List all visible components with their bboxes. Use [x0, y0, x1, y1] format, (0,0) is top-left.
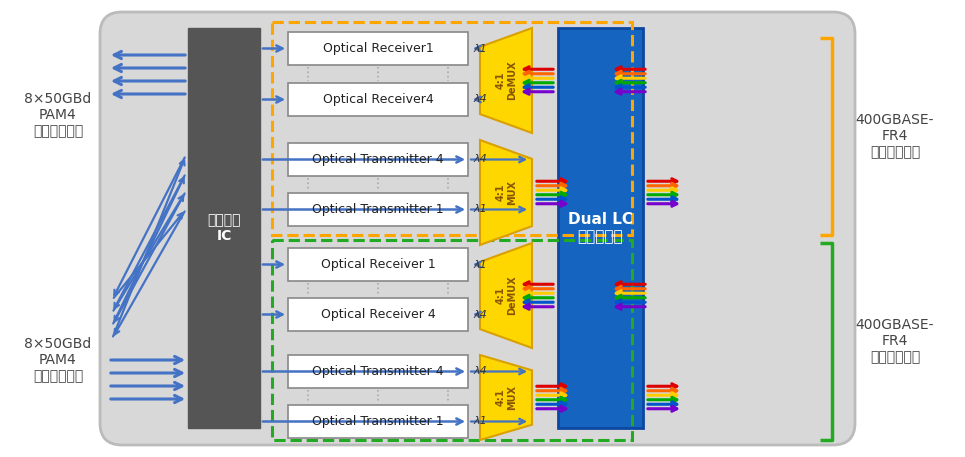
Text: Optical Receiver4: Optical Receiver4 [322, 93, 433, 106]
Bar [272, 22, 632, 235]
Text: 400GBASE-
FR4
光信号入出力: 400GBASE- FR4 光信号入出力 [856, 113, 934, 159]
Text: Optical Transmitter 4: Optical Transmitter 4 [313, 365, 444, 378]
Bar [188, 28, 260, 428]
Text: Optical Receiver 1: Optical Receiver 1 [320, 258, 435, 271]
Bar [288, 83, 468, 116]
Bar [288, 193, 468, 226]
Text: 4:1
DeMUX: 4:1 DeMUX [495, 61, 517, 101]
Text: λ4: λ4 [473, 154, 486, 165]
FancyBboxPatch shape [100, 12, 855, 445]
Bar [288, 32, 468, 65]
Text: Optical Receiver1: Optical Receiver1 [322, 42, 433, 55]
Polygon shape [480, 355, 532, 440]
Bar [288, 143, 468, 176]
Polygon shape [480, 243, 532, 348]
Text: 4:1
MUX: 4:1 MUX [495, 385, 517, 410]
Bar [288, 355, 468, 388]
Text: λ4: λ4 [473, 309, 486, 319]
Bar [288, 248, 468, 281]
Text: λ4: λ4 [473, 367, 486, 377]
Text: Dual LC
コネクター: Dual LC コネクター [568, 212, 633, 244]
Text: 400GBASE-
FR4
光信号入出力: 400GBASE- FR4 光信号入出力 [856, 318, 934, 364]
Text: 8×50GBd
PAM4
電気信号出力: 8×50GBd PAM4 電気信号出力 [24, 92, 92, 138]
Bar [288, 298, 468, 331]
Polygon shape [480, 28, 532, 133]
Text: λ1: λ1 [473, 204, 486, 214]
Text: Optical Transmitter 1: Optical Transmitter 1 [313, 203, 444, 216]
Text: 4:1
MUX: 4:1 MUX [495, 180, 517, 205]
Text: 8×50GBd
PAM4
電気信号入力: 8×50GBd PAM4 電気信号入力 [24, 337, 92, 383]
Text: λ1: λ1 [473, 43, 486, 53]
Text: Optical Transmitter 4: Optical Transmitter 4 [313, 153, 444, 166]
Text: Optical Receiver 4: Optical Receiver 4 [320, 308, 435, 321]
Text: 信号処理
IC: 信号処理 IC [207, 213, 240, 243]
Polygon shape [480, 140, 532, 245]
Bar [558, 28, 643, 428]
Text: 4:1
DeMUX: 4:1 DeMUX [495, 276, 517, 315]
Text: λ4: λ4 [473, 95, 486, 105]
Text: λ1: λ1 [473, 260, 486, 270]
Text: λ1: λ1 [473, 416, 486, 426]
Bar [288, 405, 468, 438]
Bar [272, 240, 632, 440]
Text: Optical Transmitter 1: Optical Transmitter 1 [313, 415, 444, 428]
